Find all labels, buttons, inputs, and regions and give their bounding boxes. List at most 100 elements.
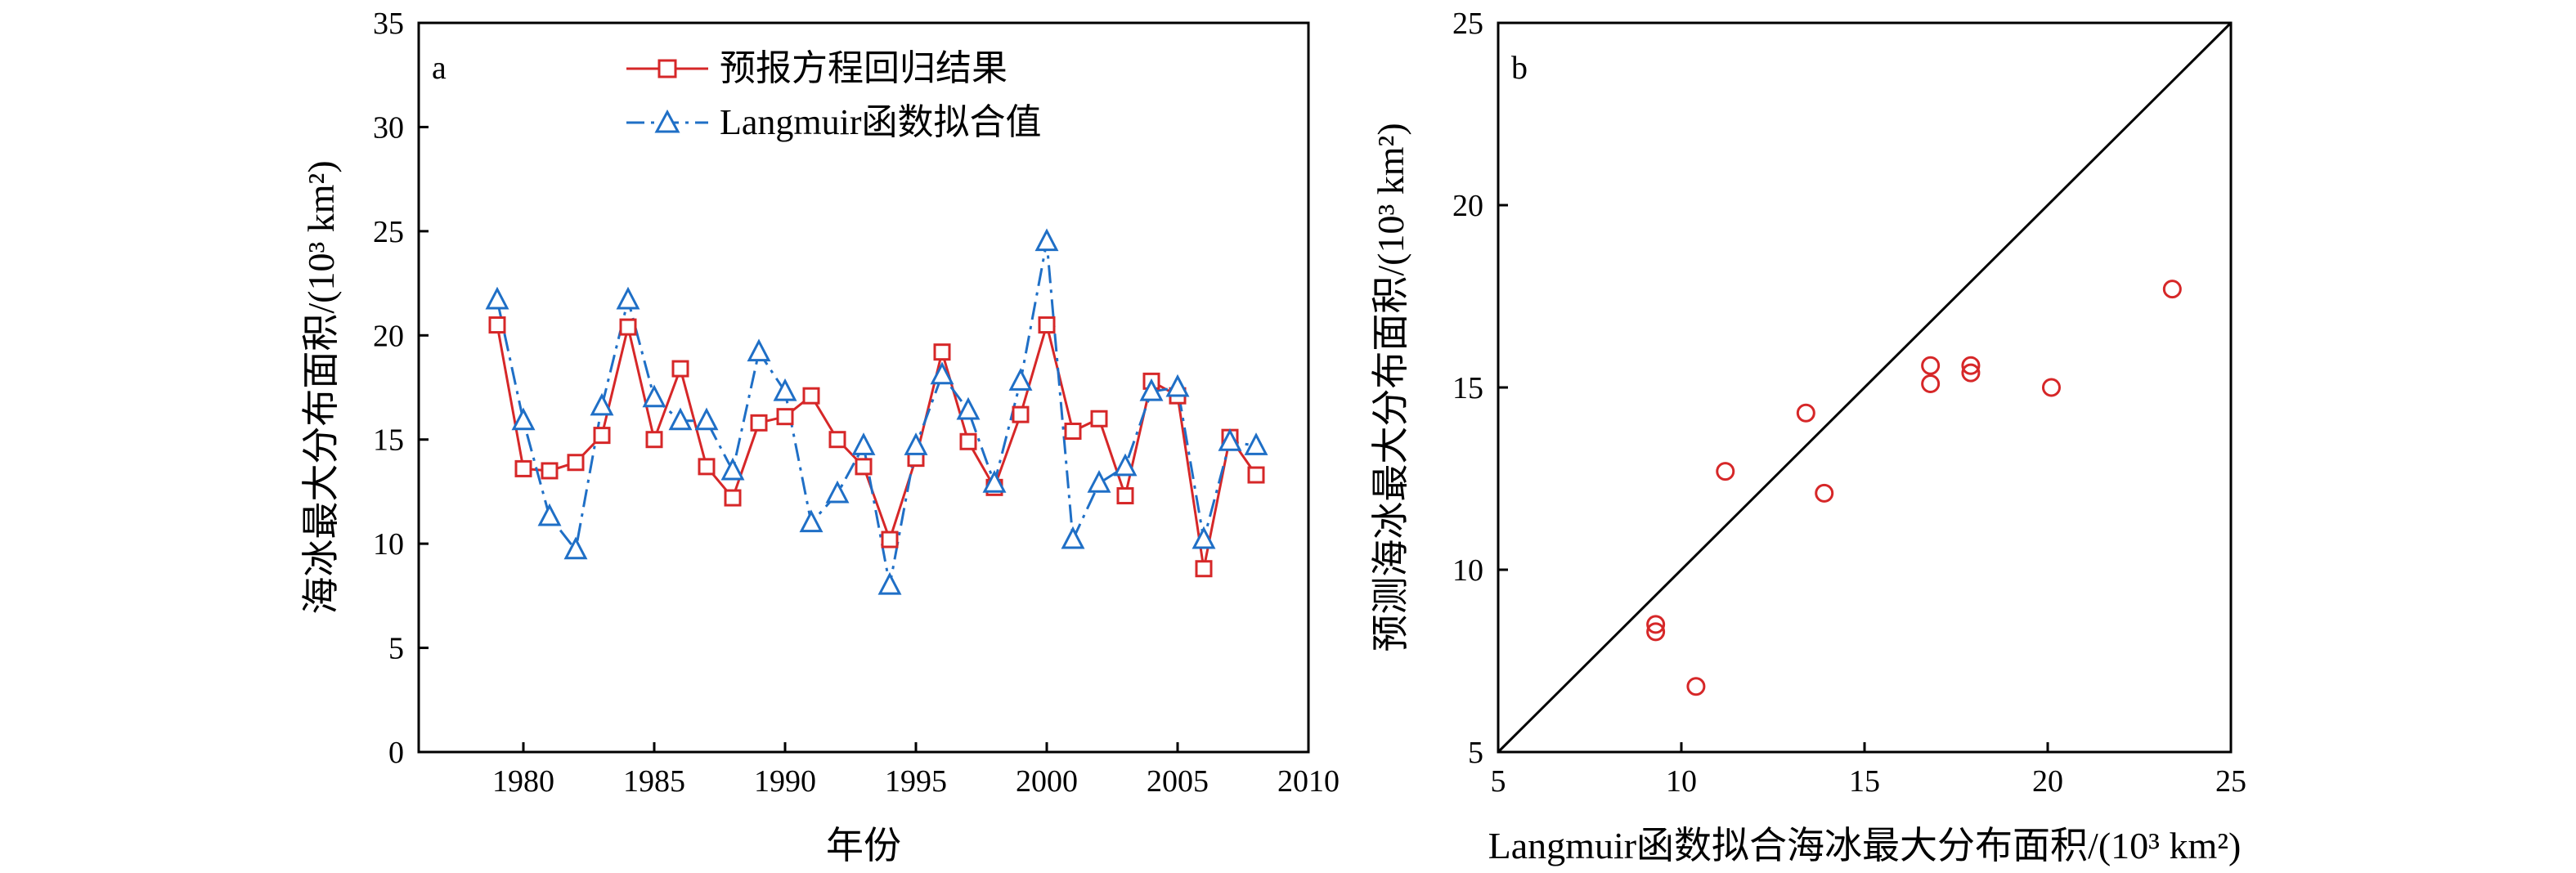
- regression-point: [959, 432, 977, 450]
- langmuir-point: [720, 457, 745, 481]
- langmuir-point: [1218, 428, 1242, 451]
- langmuir-point: [1008, 368, 1033, 391]
- panel-a-y-tick-label: 5: [388, 632, 404, 666]
- regression-point: [1247, 466, 1265, 484]
- regression-point: [514, 459, 532, 477]
- scatter-point: [1796, 403, 1815, 423]
- regression-point: [619, 318, 637, 336]
- series-line-regression: [496, 320, 1258, 570]
- panel-a-y-axis-label: 海冰最大分布面积/(10³ km²): [300, 160, 342, 614]
- panel-b-y-tick-label: 5: [1468, 736, 1483, 770]
- scatter-point: [1716, 462, 1735, 481]
- panel-a-x-axis-label: 年份: [826, 825, 901, 866]
- regression-point: [776, 408, 794, 426]
- regression-point: [1195, 560, 1213, 578]
- scatter-point: [1961, 363, 1981, 383]
- langmuir-point: [563, 536, 588, 560]
- panel-b-y-tick-label: 15: [1452, 371, 1483, 405]
- regression-point: [671, 360, 689, 378]
- langmuir-point: [799, 509, 824, 533]
- panel-a-y-tick-label: 30: [373, 110, 404, 145]
- panel-b-x-tick-label: 20: [2032, 764, 2063, 799]
- regression-point: [593, 427, 611, 445]
- regression-point: [828, 431, 846, 449]
- panel-a-x-tick-label: 2010: [1277, 764, 1340, 799]
- regression-point: [488, 316, 506, 334]
- panel-a-x-tick-label: 2000: [1016, 764, 1078, 799]
- langmuir-point: [956, 396, 981, 420]
- panel-a-x-tick-label: 2005: [1147, 764, 1209, 799]
- legend-label-regression: 预报方程回归结果: [720, 48, 1008, 88]
- panel-a-y-tick-label: 0: [388, 736, 404, 770]
- panel-b-label: b: [1511, 49, 1528, 86]
- panel-b-y-axis-label: 预测海冰最大分布面积/(10³ km²): [1370, 123, 1411, 651]
- scatter-point: [1646, 615, 1666, 634]
- regression-point: [933, 343, 951, 361]
- panel-b-y-tick-label: 25: [1452, 7, 1483, 41]
- langmuir-point: [1244, 432, 1268, 455]
- scatter-point: [1646, 622, 1666, 642]
- langmuir-point: [642, 384, 666, 408]
- panel-a-x-tick-label: 1990: [754, 764, 816, 799]
- langmuir-point: [694, 407, 719, 431]
- regression-point: [881, 531, 899, 548]
- panel-b-y-tick-label: 10: [1452, 553, 1483, 588]
- langmuir-point: [1165, 374, 1190, 397]
- panel-a-x-tick-label: 1980: [492, 764, 554, 799]
- langmuir-point: [877, 571, 902, 595]
- langmuir-point: [1113, 453, 1138, 477]
- regression-point: [567, 454, 585, 472]
- langmuir-point: [668, 407, 693, 431]
- regression-point: [1012, 405, 1030, 423]
- scatter-point: [1961, 356, 1981, 375]
- panel-b-x-tick-label: 5: [1491, 764, 1506, 799]
- panel-b-frame: [1497, 21, 2233, 754]
- langmuir-point: [590, 392, 614, 416]
- panel-b-plot-area: 5 10 15 20 25 5 10 15 20 25: [1452, 7, 2246, 799]
- langmuir-point: [616, 286, 640, 310]
- langmuir-point: [537, 503, 562, 526]
- scatter-point: [1921, 356, 1941, 375]
- panel-a-plot-area: 1980 1985 1990 1995 2000 2005 2010 0 5 10 15 20 25 30…: [373, 7, 1340, 799]
- panel-a-x-tick-label: 1995: [885, 764, 947, 799]
- panel-a-y-tick-label: 20: [373, 319, 404, 353]
- panel-a-x-tick-label: 1985: [623, 764, 685, 799]
- langmuir-point: [1139, 378, 1164, 401]
- legend-label-langmuir: Langmuir函数拟合值: [720, 102, 1042, 142]
- panel-a-y-tick-label: 15: [373, 423, 404, 458]
- panel-a-frame: [417, 21, 1310, 754]
- panel-a-y-tick-label: 25: [373, 215, 404, 249]
- regression-point: [541, 462, 559, 480]
- scatter-point: [2162, 280, 2182, 299]
- langmuir-point: [904, 432, 928, 455]
- scatter-point: [1921, 374, 1941, 394]
- panel-b: 5 10 15 20 25 5 10 15 20 25 b Langmuir函数拟合海冰最大分布面…: [1370, 7, 2246, 866]
- panel-a-legend: 预报方程回归结果 Langmuir函数拟合值: [626, 48, 1042, 142]
- langmuir-point: [825, 480, 850, 504]
- panel-b-x-tick-label: 25: [2215, 764, 2246, 799]
- langmuir-point: [1061, 526, 1085, 549]
- regression-point: [698, 458, 716, 476]
- regression-point: [855, 458, 873, 476]
- series-line-langmuir: [496, 241, 1257, 586]
- langmuir-point: [851, 432, 876, 455]
- panel-a-label: a: [432, 49, 447, 86]
- langmuir-point: [1087, 469, 1111, 493]
- legend-marker-langmuir: [654, 109, 680, 133]
- langmuir-point: [773, 378, 797, 401]
- regression-point: [724, 489, 742, 507]
- regression-point: [1090, 410, 1108, 428]
- langmuir-point: [485, 286, 509, 310]
- regression-point: [802, 387, 820, 405]
- langmuir-point: [930, 361, 954, 385]
- regression-point: [645, 431, 663, 449]
- scatter-point: [1815, 483, 1834, 503]
- regression-point: [1038, 316, 1056, 334]
- langmuir-point: [747, 338, 771, 362]
- scatter-point: [2041, 378, 2061, 397]
- langmuir-point: [1192, 526, 1216, 549]
- panel-b-x-axis-label: Langmuir函数拟合海冰最大分布面积/(10³ km²): [1488, 825, 2242, 866]
- langmuir-point: [1034, 228, 1059, 252]
- legend-marker-regression: [657, 59, 677, 78]
